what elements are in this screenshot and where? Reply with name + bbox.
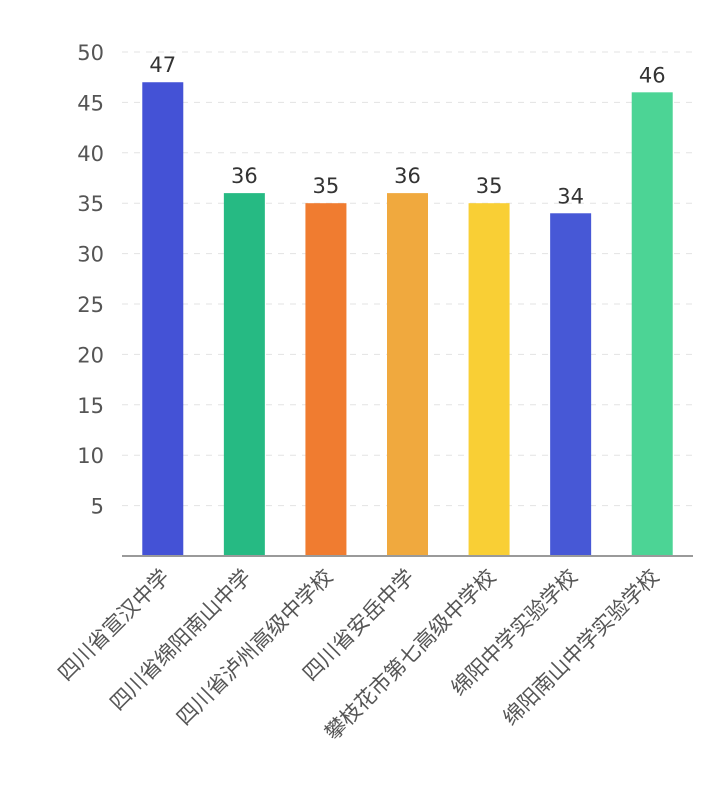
y-tick-label: 25 — [77, 293, 104, 317]
x-tick-label: 绵阳南山中学实验学校 — [498, 565, 663, 730]
data-label: 34 — [557, 184, 584, 208]
data-label: 46 — [639, 63, 666, 87]
bars — [142, 82, 673, 557]
bar — [387, 193, 428, 556]
bar — [223, 193, 265, 556]
y-tick-label: 35 — [77, 192, 104, 216]
y-tick-label: 20 — [77, 343, 104, 367]
data-label: 36 — [394, 164, 421, 188]
bar — [631, 92, 673, 556]
y-tick-label: 15 — [77, 394, 104, 418]
y-tick-label: 5 — [91, 495, 104, 519]
bar — [305, 203, 347, 556]
y-tick-label: 40 — [77, 142, 104, 166]
y-axis-ticks: 5 10 15 20 25 30 35 40 45 50 — [77, 41, 104, 519]
y-tick-label: 10 — [77, 444, 104, 468]
x-tick-label: 攀枝花市第七高级中学校 — [320, 565, 500, 745]
data-label: 47 — [149, 53, 176, 77]
data-label: 35 — [313, 174, 340, 198]
data-label: 36 — [231, 164, 258, 188]
bar — [142, 82, 184, 557]
bar — [550, 213, 592, 556]
y-tick-label: 50 — [77, 41, 104, 65]
bar — [468, 203, 510, 556]
data-labels: 47 36 35 36 35 34 46 — [149, 53, 665, 208]
x-tick-label: 四川省绵阳南山中学 — [105, 565, 256, 716]
x-tick-label: 四川省泸州高级中学校 — [172, 565, 337, 730]
x-axis-ticks: 四川省宣汉中学四川省绵阳南山中学四川省泸州高级中学校四川省安岳中学攀枝花市第七高… — [53, 565, 663, 745]
data-label: 35 — [476, 174, 503, 198]
y-tick-label: 45 — [77, 91, 104, 115]
y-tick-label: 30 — [77, 243, 104, 267]
